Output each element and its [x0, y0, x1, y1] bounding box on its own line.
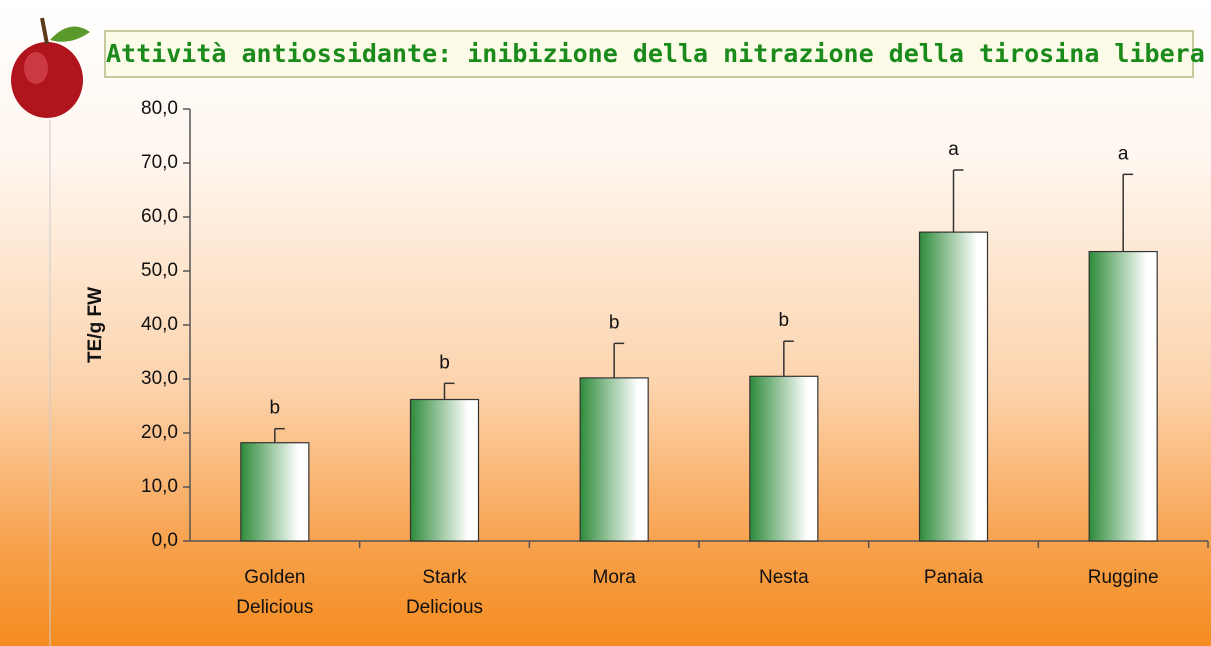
- significance-letter: a: [1118, 143, 1129, 164]
- chart-title: Attività antiossidante: inibizione della…: [104, 30, 1194, 78]
- x-tick-label: Golden Delicious: [220, 563, 330, 623]
- significance-letter: b: [439, 352, 450, 373]
- y-tick-label: 20,0: [141, 422, 178, 443]
- bar: [920, 232, 988, 541]
- bar: [1089, 252, 1157, 541]
- x-tick-label: Stark Delicious: [390, 563, 500, 623]
- significance-letter: b: [609, 312, 620, 333]
- bar: [411, 400, 479, 541]
- x-tick-label: Panaia: [899, 563, 1009, 593]
- x-tick-label: Nesta: [729, 563, 839, 593]
- y-tick-label: 70,0: [141, 152, 178, 173]
- significance-letter: b: [270, 398, 281, 419]
- bar: [241, 443, 309, 541]
- y-tick-label: 60,0: [141, 206, 178, 227]
- x-tick-label: Ruggine: [1068, 563, 1178, 593]
- y-tick-label: 80,0: [141, 98, 178, 119]
- bar: [580, 378, 648, 541]
- y-axis-label: TE/g FW: [85, 287, 106, 363]
- y-tick-label: 30,0: [141, 368, 178, 389]
- x-tick-label: Mora: [559, 563, 669, 593]
- slide: TE/g FW 0,0 10,0 20,0 30,0 40,0 50,0 60,0 70,0 8…: [0, 0, 1211, 646]
- y-tick-label: 50,0: [141, 260, 178, 281]
- significance-letter: b: [779, 310, 790, 331]
- apple-icon: [11, 18, 90, 118]
- y-tick-label: 40,0: [141, 314, 178, 335]
- chart: TE/g FW 0,0 10,0 20,0 30,0 40,0 50,0 60,0 70,0 8…: [0, 0, 1211, 646]
- significance-letter: a: [948, 139, 959, 160]
- y-tick-label: 0,0: [152, 530, 178, 551]
- y-tick-label: 10,0: [141, 476, 178, 497]
- bar: [750, 376, 818, 541]
